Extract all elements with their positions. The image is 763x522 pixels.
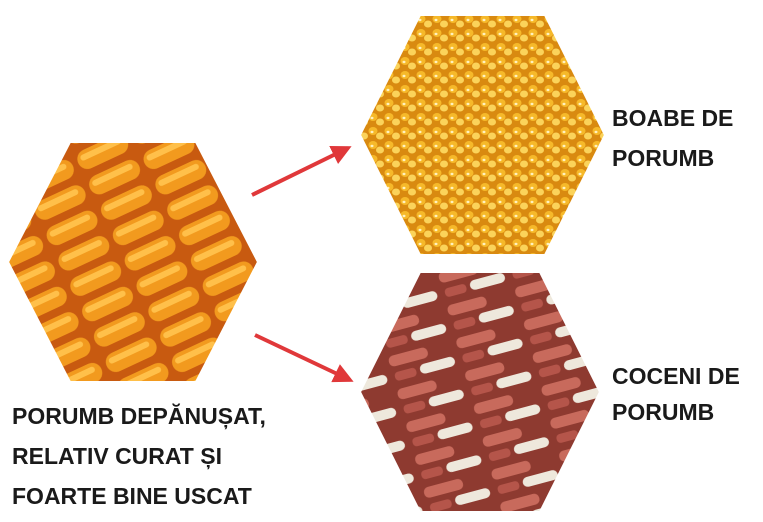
node-label: PORUMB (612, 399, 714, 425)
node-label: COCENI DE (612, 363, 740, 389)
arrow (252, 148, 348, 195)
node-label: BOABE DE (612, 105, 733, 131)
node-label: PORUMB DEPĂNUȘAT, (12, 402, 266, 430)
arrow (255, 335, 350, 380)
node-label: FOARTE BINE USCAT (12, 483, 252, 509)
diagram: PORUMB DEPĂNUȘAT, RELATIV CURAT ȘI FOART… (0, 0, 763, 522)
hexagon-image (360, 272, 600, 512)
node-label: RELATIV CURAT ȘI (12, 443, 222, 470)
hexagon-image (360, 15, 605, 255)
node-label: PORUMB (612, 145, 714, 171)
hexagon-image (8, 142, 258, 382)
